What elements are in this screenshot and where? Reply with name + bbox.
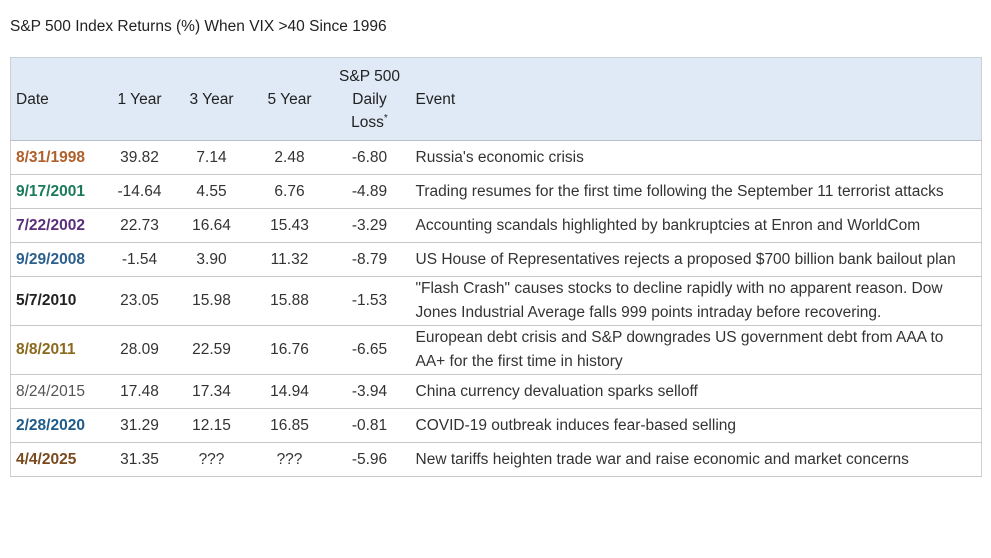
value-cell: 6.76 xyxy=(250,174,329,209)
value-cell: -3.94 xyxy=(328,374,411,409)
event-cell: Russia's economic crisis xyxy=(410,140,982,175)
table-row: 9/29/2008 -1.54 3.90 11.32 -8.79 US House of … xyxy=(10,242,982,277)
value-cell: -14.64 xyxy=(106,174,173,209)
value-cell: 3.90 xyxy=(172,242,251,277)
table-row: 8/31/1998 39.82 7.14 2.48 -6.80 Russia's econ… xyxy=(10,140,982,175)
column-header: Date xyxy=(10,57,107,141)
table-header: Date 1 Year 3 Year 5 Year S&P 500 Daily Loss* E… xyxy=(10,57,982,141)
value-cell: -1.54 xyxy=(106,242,173,277)
date-cell: 7/22/2002 xyxy=(10,208,107,243)
header-line: Daily xyxy=(352,90,387,108)
date-cell: 5/7/2010 xyxy=(10,276,107,326)
column-header: Event xyxy=(410,57,982,141)
value-cell: 22.59 xyxy=(172,325,251,375)
value-cell: ??? xyxy=(250,442,329,477)
footnote-mark: * xyxy=(383,112,388,124)
value-cell: -3.29 xyxy=(328,208,411,243)
value-cell: 11.32 xyxy=(250,242,329,277)
returns-table: Date 1 Year 3 Year 5 Year S&P 500 Daily Loss* E… xyxy=(10,57,982,477)
date-cell: 2/28/2020 xyxy=(10,408,107,443)
date-cell: 8/31/1998 xyxy=(10,140,107,175)
event-cell: "Flash Crash" causes stocks to decline r… xyxy=(410,276,982,326)
table-row: 5/7/2010 23.05 15.98 15.88 -1.53 "Flash Crash… xyxy=(10,276,982,326)
date-cell: 9/17/2001 xyxy=(10,174,107,209)
table-row: 8/8/2011 28.09 22.59 16.76 -6.65 European deb… xyxy=(10,325,982,375)
value-cell: 16.76 xyxy=(250,325,329,375)
value-cell: 16.85 xyxy=(250,408,329,443)
value-cell: 15.98 xyxy=(172,276,251,326)
value-cell: 14.94 xyxy=(250,374,329,409)
value-cell: -8.79 xyxy=(328,242,411,277)
value-cell: -6.80 xyxy=(328,140,411,175)
value-cell: 31.35 xyxy=(106,442,173,477)
date-cell: 4/4/2025 xyxy=(10,442,107,477)
table-row: 9/17/2001 -14.64 4.55 6.76 -4.89 Trading resu… xyxy=(10,174,982,209)
table-title: S&P 500 Index Returns (%) When VIX >40 S… xyxy=(10,18,387,35)
value-cell: -0.81 xyxy=(328,408,411,443)
value-cell: 2.48 xyxy=(250,140,329,175)
value-cell: 7.14 xyxy=(172,140,251,175)
event-cell: Trading resumes for the first time follo… xyxy=(410,174,982,209)
value-cell: -4.89 xyxy=(328,174,411,209)
value-cell: ??? xyxy=(172,442,251,477)
table-row: 2/28/2020 31.29 12.15 16.85 -0.81 COVID-19 ou… xyxy=(10,408,982,443)
table-row: 8/24/2015 17.48 17.34 14.94 -3.94 China curre… xyxy=(10,374,982,409)
value-cell: 15.88 xyxy=(250,276,329,326)
date-cell: 8/8/2011 xyxy=(10,325,107,375)
column-header: 3 Year xyxy=(172,57,251,141)
column-header: S&P 500 Daily Loss* xyxy=(328,57,411,141)
value-cell: -1.53 xyxy=(328,276,411,326)
table-row: 7/22/2002 22.73 16.64 15.43 -3.29 Accounting … xyxy=(10,208,982,243)
value-cell: 15.43 xyxy=(250,208,329,243)
header-row: Date 1 Year 3 Year 5 Year S&P 500 Daily Loss* E… xyxy=(10,57,982,141)
value-cell: 16.64 xyxy=(172,208,251,243)
column-header: 1 Year xyxy=(106,57,173,141)
value-cell: 39.82 xyxy=(106,140,173,175)
value-cell: 17.48 xyxy=(106,374,173,409)
event-cell: US House of Representatives rejects a pr… xyxy=(410,242,982,277)
value-cell: -6.65 xyxy=(328,325,411,375)
value-cell: 17.34 xyxy=(172,374,251,409)
event-cell: COVID-19 outbreak induces fear-based sel… xyxy=(410,408,982,443)
value-cell: 23.05 xyxy=(106,276,173,326)
table-body: 8/31/1998 39.82 7.14 2.48 -6.80 Russia's econ… xyxy=(10,140,982,477)
value-cell: 28.09 xyxy=(106,325,173,375)
date-cell: 9/29/2008 xyxy=(10,242,107,277)
header-line: Loss xyxy=(351,113,384,131)
header-line: S&P 500 xyxy=(339,67,400,85)
value-cell: 31.29 xyxy=(106,408,173,443)
table-row: 4/4/2025 31.35?????? -5.96 New tariffs heig… xyxy=(10,442,982,477)
event-cell: Accounting scandals highlighted by bankr… xyxy=(410,208,982,243)
event-cell: European debt crisis and S&P downgrades … xyxy=(410,325,982,375)
event-cell: New tariffs heighten trade war and raise… xyxy=(410,442,982,477)
event-cell: China currency devaluation sparks sellof… xyxy=(410,374,982,409)
value-cell: 12.15 xyxy=(172,408,251,443)
value-cell: 22.73 xyxy=(106,208,173,243)
value-cell: 4.55 xyxy=(172,174,251,209)
date-cell: 8/24/2015 xyxy=(10,374,107,409)
column-header: 5 Year xyxy=(250,57,329,141)
value-cell: -5.96 xyxy=(328,442,411,477)
